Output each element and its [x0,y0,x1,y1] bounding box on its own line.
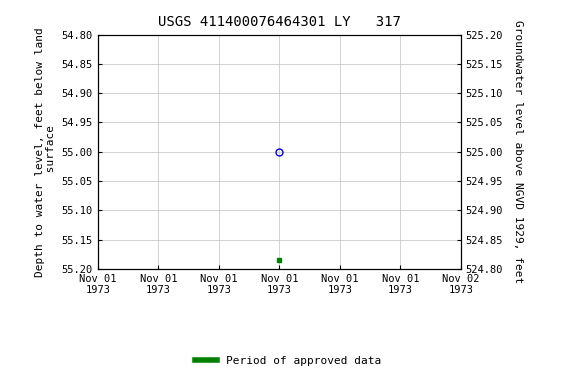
Y-axis label: Groundwater level above NGVD 1929, feet: Groundwater level above NGVD 1929, feet [513,20,522,283]
Legend: Period of approved data: Period of approved data [191,352,385,371]
Y-axis label: Depth to water level, feet below land
 surface: Depth to water level, feet below land su… [35,27,56,276]
Title: USGS 411400076464301 LY   317: USGS 411400076464301 LY 317 [158,15,401,29]
